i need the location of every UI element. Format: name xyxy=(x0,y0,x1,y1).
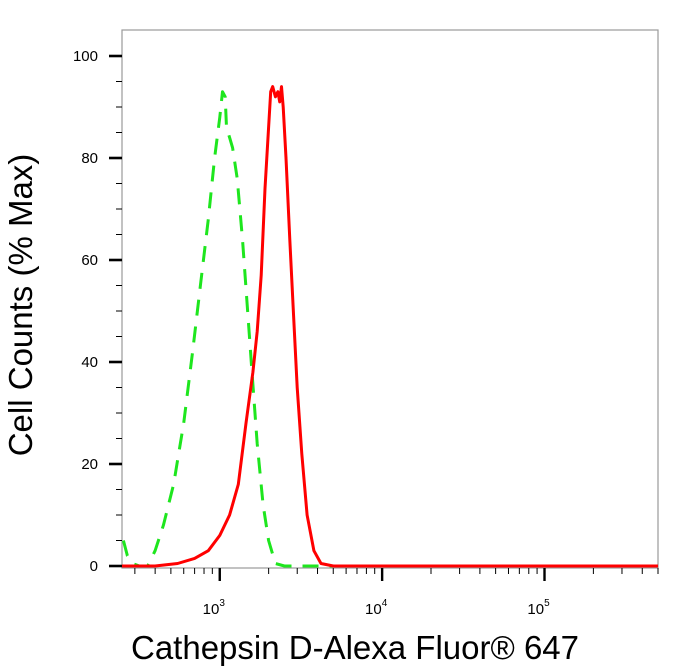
x-axis-label: Cathepsin D-Alexa Fluor® 647 xyxy=(131,629,579,666)
x-tick-base: 10 xyxy=(203,601,220,618)
x-tick-base: 10 xyxy=(527,601,544,618)
x-tick-exponent: 3 xyxy=(219,598,225,609)
y-tick-label: 80 xyxy=(81,150,98,167)
x-tick-base: 10 xyxy=(365,601,382,618)
y-axis-label: Cell Counts (% Max) xyxy=(2,154,39,457)
series-line-1 xyxy=(122,85,658,568)
y-tick-label: 20 xyxy=(81,456,98,473)
plot-frame xyxy=(121,29,659,569)
x-tick-label: 104 xyxy=(365,598,388,618)
series-line-0 xyxy=(121,90,658,568)
y-axis: 0 20 40 60 80 100 xyxy=(73,48,122,575)
y-tick-label: 40 xyxy=(81,354,98,371)
y-tick-label: 100 xyxy=(73,48,98,65)
y-tick-label: 60 xyxy=(81,252,98,269)
series-layer xyxy=(121,85,658,568)
y-tick-label: 0 xyxy=(90,558,98,575)
x-tick-exponent: 5 xyxy=(544,598,550,609)
x-tick-exponent: 4 xyxy=(382,598,388,609)
x-tick-label: 105 xyxy=(527,598,550,618)
x-tick-label: 103 xyxy=(203,598,226,618)
x-axis: 103 104 105 xyxy=(134,568,659,618)
